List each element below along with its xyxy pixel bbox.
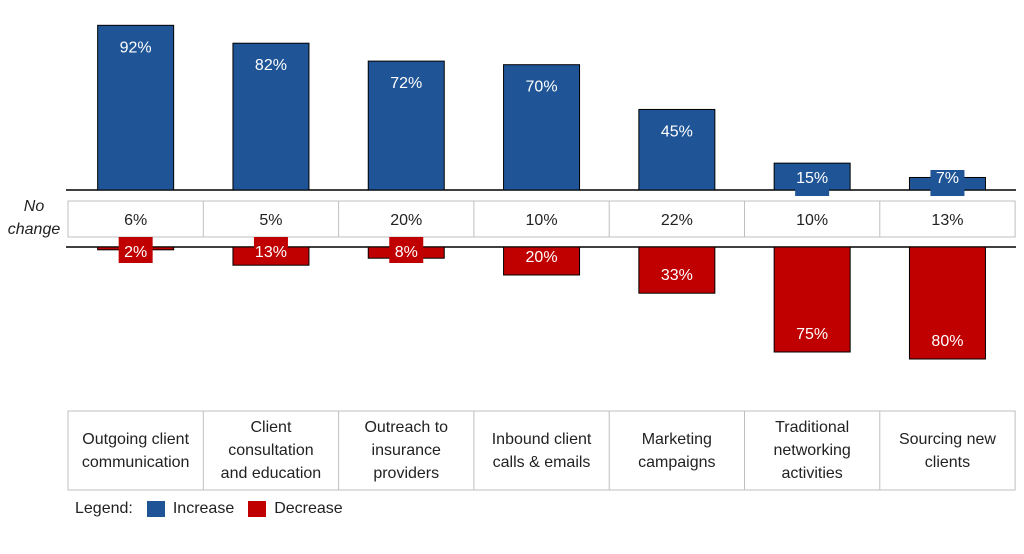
legend: Legend: Increase Decrease	[75, 498, 343, 520]
category-label-line: Outreach to	[364, 419, 449, 436]
decrease-label-box	[389, 237, 424, 263]
category-label-line: Outgoing client	[82, 430, 190, 448]
decrease-label-box	[118, 237, 153, 263]
decrease-bar	[908, 246, 986, 360]
legend-title: Legend:	[75, 500, 133, 517]
category-label-text: Sourcing new clients	[899, 428, 996, 474]
increase-label-box	[930, 170, 965, 196]
legend-increase-swatch	[146, 501, 165, 517]
decrease-value-label: 20%	[526, 249, 558, 266]
category-label-line: consultation	[228, 442, 314, 459]
no-change-value-label: 22%	[661, 212, 693, 229]
category-label-text: Marketing campaigns	[638, 428, 715, 474]
decrease-value-label: 13%	[255, 244, 287, 261]
no-change-value-label: 5%	[259, 212, 282, 229]
increase-value-label: 7%	[936, 170, 959, 187]
category-label-line: communication	[81, 453, 190, 471]
no-change-value-label: 20%	[390, 212, 422, 229]
legend-decrease-swatch	[248, 501, 267, 517]
decrease-value-label: 33%	[661, 267, 693, 284]
decrease-value-label: 2%	[124, 244, 147, 261]
no-change-value-label: 13%	[931, 212, 963, 229]
increase-bar	[367, 60, 445, 191]
category-label-text: Outreach to insurance providers	[364, 416, 448, 485]
increase-bar	[232, 42, 310, 191]
category-label-line: providers	[373, 465, 440, 482]
category-label: Outreach to insurance providers	[339, 411, 474, 490]
no-change-label-line2: change	[7, 221, 61, 238]
decrease-value-label: 75%	[796, 326, 828, 343]
increase-value-label: 72%	[390, 75, 422, 92]
category-label-line: calls & emails	[492, 453, 591, 471]
increase-bar	[97, 24, 175, 191]
category-label-line: networking	[773, 442, 851, 459]
increase-value-label: 70%	[526, 79, 558, 96]
increase-value-label: 45%	[661, 123, 693, 140]
category-label-line: Client	[250, 419, 292, 436]
category-label-line: Inbound client	[491, 430, 592, 448]
category-label-line: insurance	[371, 442, 441, 459]
increase-value-label: 82%	[255, 57, 287, 74]
decrease-bar	[503, 246, 581, 276]
category-label: Traditional networking activities	[745, 411, 880, 490]
category-label-line: and education	[220, 465, 322, 482]
legend-decrease-label: Decrease	[274, 500, 343, 517]
no-change-row	[67, 200, 1016, 238]
increase-value-label: 92%	[120, 39, 152, 56]
category-label-text: Client consultation and education	[221, 416, 322, 485]
no-change-value-label: 10%	[796, 212, 828, 229]
category-label: Client consultation and education	[203, 411, 338, 490]
category-label-line: clients	[924, 453, 971, 471]
decrease-label-box	[253, 237, 288, 263]
category-label-line: activities	[781, 465, 843, 482]
increase-bar	[503, 64, 581, 191]
no-change-value-label: 10%	[526, 212, 558, 229]
category-label: Outgoing client communication	[68, 411, 203, 490]
no-change-value-label: 6%	[124, 212, 147, 229]
category-label-text: Outgoing client communication	[82, 428, 190, 474]
decrease-bar	[773, 246, 851, 353]
no-change-label-line1: No	[23, 198, 45, 215]
increase-bar	[638, 108, 716, 191]
category-label-text: Traditional networking activities	[773, 416, 850, 485]
category-label-text: Inbound client calls & emails	[492, 428, 592, 474]
category-label-line: Traditional	[775, 419, 850, 436]
increase-value-label: 15%	[796, 170, 828, 187]
legend-increase-label: Increase	[172, 500, 235, 517]
category-row-box	[67, 410, 1016, 491]
category-label: Marketing campaigns	[609, 411, 744, 490]
increase-label-box	[795, 170, 830, 196]
category-label: Inbound client calls & emails	[474, 411, 609, 490]
decrease-bar	[638, 246, 716, 294]
category-label-line: campaigns	[638, 453, 716, 471]
category-label-line: Marketing	[641, 430, 712, 448]
decrease-value-label: 8%	[395, 244, 418, 261]
category-label: Sourcing new clients	[880, 411, 1015, 490]
decrease-value-label: 80%	[931, 333, 963, 350]
category-label-line: Sourcing new	[898, 430, 996, 448]
